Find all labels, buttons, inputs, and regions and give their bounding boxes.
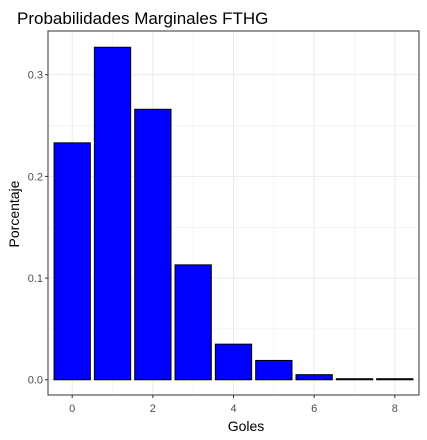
x-axis-ticks: 0 2 4 6 8 [69,395,398,415]
bar-6 [295,374,333,381]
bars [53,46,414,381]
bar-8 [376,378,414,381]
x-tick-label: 8 [392,403,398,415]
bar-1 [93,46,132,381]
y-tick-label: 0.2 [28,171,43,183]
y-axis-ticks: 0.0 0.1 0.2 0.3 [28,70,48,387]
chart-title: Probabilidades Marginales FTHG [17,9,268,28]
y-tick-label: 0.3 [28,70,43,82]
x-axis-title: Goles [228,418,265,434]
x-tick-label: 4 [230,403,236,415]
bar-4 [214,343,253,381]
bar-2 [134,108,172,381]
x-tick-label: 6 [311,403,317,415]
bar-7 [335,378,374,381]
y-tick-label: 0.1 [28,273,43,285]
y-tick-label: 0.0 [28,375,43,387]
bar-0 [53,142,91,381]
y-axis-title: Porcentaje [6,180,22,247]
x-tick-label: 2 [150,403,156,415]
bar-5 [255,359,293,381]
bar-3 [174,264,212,381]
x-tick-label: 0 [69,403,75,415]
